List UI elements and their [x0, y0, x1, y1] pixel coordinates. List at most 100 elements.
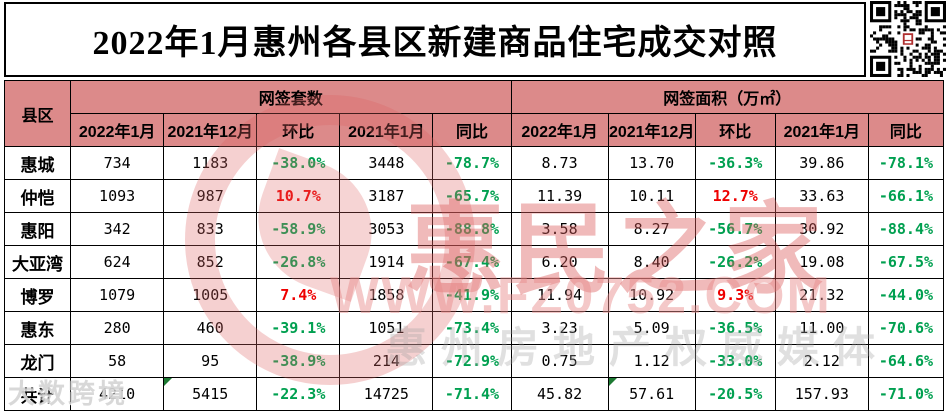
col-header: 2021年12月: [607, 113, 696, 147]
value-cell: 1093: [70, 179, 165, 213]
value-cell: 10.92: [607, 278, 696, 312]
change-cell: -56.7%: [694, 212, 776, 246]
value-cell: 11.00: [774, 311, 869, 345]
value-cell: 3448: [339, 146, 434, 180]
value-cell: 3187: [339, 179, 434, 213]
district-label: 惠阳: [3, 212, 72, 246]
district-label: 仲恺: [3, 179, 72, 213]
change-cell: -36.3%: [694, 146, 776, 180]
change-cell: -36.5%: [694, 311, 776, 345]
value-cell: 11.94: [510, 278, 609, 312]
change-cell: -67.5%: [867, 245, 945, 279]
change-cell: -88.4%: [867, 212, 945, 246]
value-cell: 1051: [339, 311, 434, 345]
change-cell: -38.0%: [256, 146, 341, 180]
group-header-row: 县区 网签套数 网签面积（万㎡）: [3, 80, 945, 147]
value-cell: 30.92: [774, 212, 869, 246]
value-cell: 1005: [163, 278, 258, 312]
value-cell: 624: [70, 245, 165, 279]
change-cell: -70.6%: [867, 311, 945, 345]
transactions-table: 县区 网签套数 网签面积（万㎡） 2022年1月 2021年12月 环比 202…: [3, 80, 945, 411]
value-cell: 734: [70, 146, 165, 180]
value-cell: 8.27: [607, 212, 696, 246]
change-cell: -78.7%: [432, 146, 512, 180]
value-cell: 58: [70, 344, 165, 378]
value-cell: 1858: [339, 278, 434, 312]
value-cell: 5.09: [607, 311, 696, 345]
change-cell: -73.4%: [432, 311, 512, 345]
change-cell: -72.9%: [432, 344, 512, 378]
district-label: 共计: [3, 377, 72, 411]
col-header: 2021年1月: [339, 113, 434, 147]
change-cell: -66.1%: [867, 179, 945, 213]
change-cell: -78.1%: [867, 146, 945, 180]
col-header: 2021年1月: [774, 113, 869, 147]
change-cell: -64.6%: [867, 344, 945, 378]
value-cell: 1079: [70, 278, 165, 312]
col-header: 2021年12月: [163, 113, 258, 147]
change-cell: -20.5%: [694, 377, 776, 411]
value-cell: 1183: [163, 146, 258, 180]
value-cell: 13.70: [607, 146, 696, 180]
change-cell: -38.9%: [256, 344, 341, 378]
value-cell: 833: [163, 212, 258, 246]
change-cell: -58.9%: [256, 212, 341, 246]
group-header-units: 网签套数: [70, 80, 512, 114]
value-cell: 6.20: [510, 245, 609, 279]
value-cell: 3.23: [510, 311, 609, 345]
title-box: 2022年1月惠州各县区新建商品住宅成交对照: [4, 2, 866, 77]
district-label: 大亚湾: [3, 245, 72, 279]
col-header: 环比: [256, 113, 341, 147]
change-cell: -39.1%: [256, 311, 341, 345]
value-cell: 11.39: [510, 179, 609, 213]
value-cell: 214: [339, 344, 434, 378]
value-cell: 1.12: [607, 344, 696, 378]
qr-code-icon: [870, 1, 946, 77]
change-cell: 10.7%: [256, 179, 341, 213]
change-cell: -26.2%: [694, 245, 776, 279]
value-cell: 0.75: [510, 344, 609, 378]
table-row: 共计 4210 5415 -22.3% 14725 -71.4% 45.82 57.61 -20…: [3, 377, 945, 411]
col-header: 同比: [867, 113, 945, 147]
change-cell: -67.4%: [432, 245, 512, 279]
value-cell: 5415: [163, 377, 258, 411]
table-row: 仲恺 1093 987 10.7% 3187 -65.7% 11.39 10.11 12.7% 3…: [3, 179, 945, 213]
value-cell: 1914: [339, 245, 434, 279]
value-cell: 45.82: [510, 377, 609, 411]
value-cell: 57.61: [607, 377, 696, 411]
district-label: 惠城: [3, 146, 72, 180]
value-cell: 21.32: [774, 278, 869, 312]
col-header: 2022年1月: [70, 113, 165, 147]
change-cell: -65.7%: [432, 179, 512, 213]
change-cell: -71.0%: [867, 377, 945, 411]
value-cell: 10.11: [607, 179, 696, 213]
value-cell: 460: [163, 311, 258, 345]
value-cell: 280: [70, 311, 165, 345]
value-cell: 33.63: [774, 179, 869, 213]
change-cell: -71.4%: [432, 377, 512, 411]
value-cell: 39.86: [774, 146, 869, 180]
change-cell: -88.8%: [432, 212, 512, 246]
table-row: 惠阳 342 833 -58.9% 3053 -88.8% 3.58 8.27 -56.7% 30…: [3, 212, 945, 246]
district-label: 惠东: [3, 311, 72, 345]
change-cell: 7.4%: [256, 278, 341, 312]
page-title: 2022年1月惠州各县区新建商品住宅成交对照: [92, 25, 778, 62]
change-cell: -44.0%: [867, 278, 945, 312]
table-row: 惠城 734 1183 -38.0% 3448 -78.7% 8.73 13.70 -36.3%…: [3, 146, 945, 180]
col-header: 2022年1月: [510, 113, 609, 147]
sub-header-row: 2022年1月 2021年12月 环比 2021年1月 同比 2022年1月 2…: [5, 113, 945, 147]
table-row: 惠东 280 460 -39.1% 1051 -73.4% 3.23 5.09 -36.5% 11…: [3, 311, 945, 345]
value-cell: 4210: [70, 377, 165, 411]
value-cell: 8.73: [510, 146, 609, 180]
change-cell: -22.3%: [256, 377, 341, 411]
value-cell: 14725: [339, 377, 434, 411]
value-cell: 342: [70, 212, 165, 246]
value-cell: 157.93: [774, 377, 869, 411]
value-cell: 852: [163, 245, 258, 279]
value-cell: 95: [163, 344, 258, 378]
table-row: 博罗 1079 1005 7.4% 1858 -41.9% 11.94 10.92 9.3% 21…: [3, 278, 945, 312]
table-row: 大亚湾 624 852 -26.8% 1914 -67.4% 6.20 8.40 -26.2% 1…: [3, 245, 945, 279]
group-header-area: 网签面积（万㎡）: [510, 80, 945, 114]
change-cell: -26.8%: [256, 245, 341, 279]
